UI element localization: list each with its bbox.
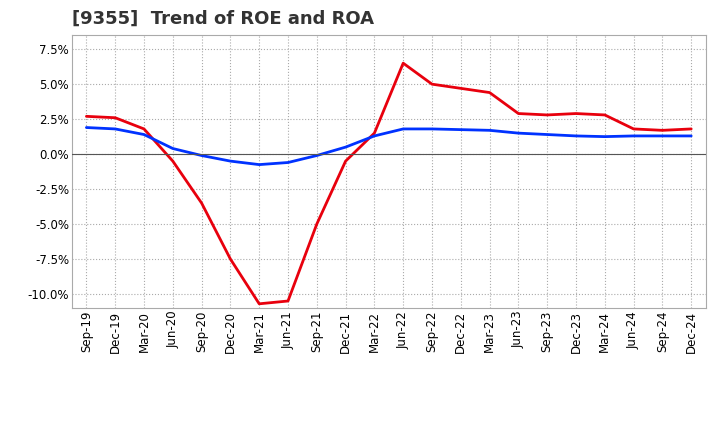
ROA	[111, 126, 120, 132]
ROA	[572, 133, 580, 139]
ROE	[341, 158, 350, 164]
ROE	[312, 221, 321, 227]
ROA	[255, 162, 264, 167]
ROA	[658, 133, 667, 139]
ROE	[572, 111, 580, 116]
ROA	[197, 153, 206, 158]
ROE	[428, 81, 436, 87]
ROA	[485, 128, 494, 133]
Line: ROE: ROE	[86, 63, 691, 304]
ROE	[600, 112, 609, 117]
ROE	[543, 112, 552, 117]
ROA	[514, 131, 523, 136]
ROE	[255, 301, 264, 306]
ROA	[284, 160, 292, 165]
Text: [9355]  Trend of ROE and ROA: [9355] Trend of ROE and ROA	[72, 10, 374, 28]
ROA	[543, 132, 552, 137]
ROE	[370, 131, 379, 136]
ROA	[82, 125, 91, 130]
Line: ROA: ROA	[86, 128, 691, 165]
ROE	[168, 158, 177, 164]
ROA	[600, 134, 609, 139]
ROE	[687, 126, 696, 132]
ROE	[485, 90, 494, 95]
ROA	[399, 126, 408, 132]
ROE	[197, 201, 206, 206]
ROE	[82, 114, 91, 119]
ROE	[140, 126, 148, 132]
ROE	[514, 111, 523, 116]
ROE	[658, 128, 667, 133]
ROA	[226, 158, 235, 164]
ROE	[399, 61, 408, 66]
ROE	[629, 126, 638, 132]
ROA	[370, 133, 379, 139]
ROA	[687, 133, 696, 139]
ROA	[341, 144, 350, 150]
ROA	[168, 146, 177, 151]
ROA	[140, 132, 148, 137]
ROE	[456, 86, 465, 91]
ROA	[456, 127, 465, 132]
ROA	[629, 133, 638, 139]
ROE	[284, 298, 292, 304]
ROA	[428, 126, 436, 132]
ROE	[226, 257, 235, 262]
ROE	[111, 115, 120, 121]
ROA	[312, 153, 321, 158]
